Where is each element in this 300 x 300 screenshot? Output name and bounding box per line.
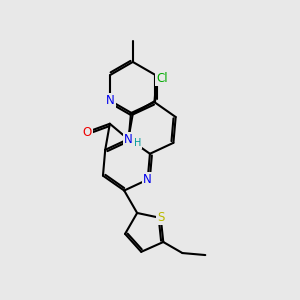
Text: N: N — [143, 173, 152, 186]
Text: Cl: Cl — [156, 72, 168, 85]
Text: O: O — [82, 125, 92, 139]
Text: N: N — [106, 94, 115, 107]
Text: S: S — [157, 212, 164, 224]
Text: N: N — [124, 133, 133, 146]
Text: H: H — [134, 138, 141, 148]
